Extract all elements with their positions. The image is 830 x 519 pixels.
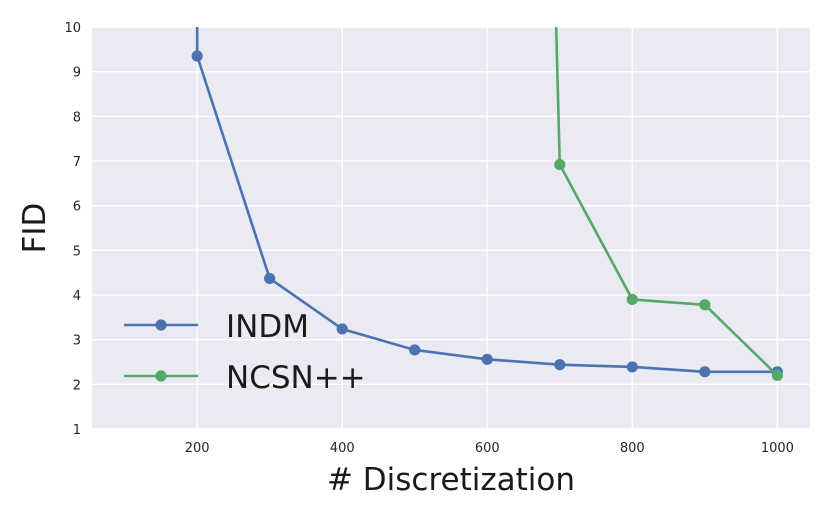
y-tick-label-4: 4 bbox=[73, 289, 81, 304]
data-point-indm-600 bbox=[481, 353, 493, 365]
y-tick-label-6: 6 bbox=[73, 200, 81, 215]
plot-area bbox=[92, 27, 810, 429]
legend-entry-ncsn: NCSN++ bbox=[124, 360, 366, 396]
y-axis-label: FID bbox=[17, 203, 53, 254]
data-point-indm-400 bbox=[336, 323, 348, 335]
legend-label-ncsn: NCSN++ bbox=[226, 360, 366, 396]
legend-marker-indm bbox=[155, 319, 167, 331]
grid-lines bbox=[92, 26, 810, 430]
y-tick-label-1: 1 bbox=[73, 423, 81, 438]
y-tick-label-2: 2 bbox=[73, 378, 81, 393]
legend-marker-ncsn bbox=[155, 370, 167, 382]
data-point-ncsn-900 bbox=[699, 299, 711, 311]
series-line-indm bbox=[195, 27, 778, 374]
data-point-ncsn-800 bbox=[626, 293, 638, 306]
y-tick-label-10: 10 bbox=[64, 21, 81, 36]
y-tick-label-3: 3 bbox=[73, 334, 81, 349]
x-tick-label-600: 600 bbox=[475, 441, 500, 456]
y-tick-label-7: 7 bbox=[73, 155, 81, 170]
legend-label-indm: INDM bbox=[226, 309, 309, 345]
data-point-indm-500 bbox=[409, 344, 421, 356]
data-point-indm-900 bbox=[699, 366, 711, 378]
data-point-indm-300 bbox=[264, 272, 276, 285]
legend-entry-indm: INDM bbox=[124, 309, 309, 345]
data-point-indm-200 bbox=[191, 50, 203, 62]
data-point-indm-800 bbox=[626, 361, 638, 373]
y-tick-label-8: 8 bbox=[73, 110, 81, 125]
x-tick-label-200: 200 bbox=[185, 441, 210, 456]
series-layer bbox=[191, 26, 783, 381]
x-tick-label-400: 400 bbox=[330, 441, 355, 456]
x-tick-label-1000: 1000 bbox=[761, 441, 794, 456]
x-axis-label: # Discretization bbox=[327, 462, 575, 498]
data-point-ncsn-700 bbox=[554, 158, 566, 171]
y-tick-label-5: 5 bbox=[73, 244, 81, 259]
y-tick-label-9: 9 bbox=[73, 66, 81, 81]
legend: INDM NCSN++ bbox=[124, 309, 366, 396]
data-point-indm-700 bbox=[554, 359, 566, 371]
data-point-ncsn-1000 bbox=[771, 369, 783, 381]
x-tick-label-800: 800 bbox=[620, 441, 645, 456]
tick-labels: 200 400 600 800 1000 1 2 3 4 5 6 7 8 9 10 bbox=[64, 21, 793, 456]
